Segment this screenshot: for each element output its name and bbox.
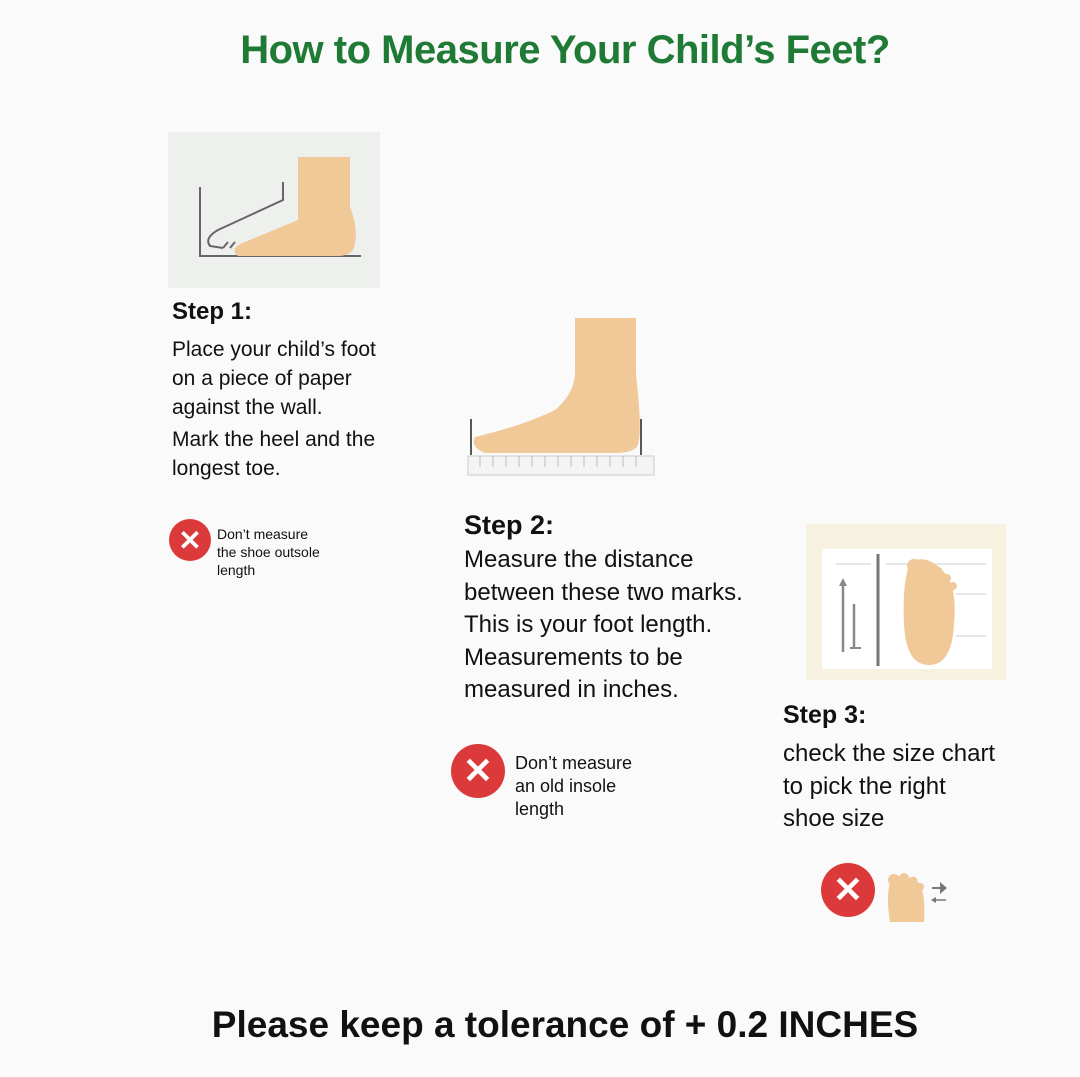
step1-instructions: Place your child’s foot on a piece of pa… xyxy=(172,335,376,483)
step1-heading: Step 1: xyxy=(172,298,253,325)
tolerance-note: Please keep a tolerance of + 0.2 INCHES xyxy=(211,1004,919,1045)
x-circle-icon: ✕ xyxy=(821,863,875,917)
step1-line: on a piece of paper xyxy=(172,367,352,390)
step3-size-chart-illustration xyxy=(806,524,1006,680)
warning-line: length xyxy=(515,799,565,819)
step2-line: measured in inches. xyxy=(464,676,679,703)
step2-line: Measurements to be xyxy=(464,643,683,671)
warning-outsole: Don’t measure the shoe outsole length xyxy=(217,525,320,579)
step3-heading: Step 3: xyxy=(783,701,867,729)
step3-line: shoe size xyxy=(783,805,885,832)
warning-line: length xyxy=(217,562,256,578)
step2-line: This is your foot length. xyxy=(464,611,713,638)
x-circle-icon: ✕ xyxy=(169,519,211,561)
step3-line: check the size chart xyxy=(783,740,996,767)
warning-line: an old insole xyxy=(515,776,617,796)
small-foot-arrows-icon xyxy=(888,873,947,922)
step2-line: Measure the distance xyxy=(464,546,694,573)
step1-line: Place your child’s foot xyxy=(172,338,376,361)
step3-instructions: check the size chart to pick the right s… xyxy=(783,738,995,836)
warning-line: the shoe outsole xyxy=(217,544,320,560)
step1-line: Mark the heel and the xyxy=(172,428,376,451)
step1-foot-wall-illustration xyxy=(168,132,380,288)
x-circle-icon: ✕ xyxy=(451,744,505,798)
warning-line: Don’t measure xyxy=(515,753,633,773)
page-title: How to Measure Your Child’s Feet? xyxy=(240,28,890,72)
warning-insole: Don’t measure an old insole length xyxy=(515,752,632,821)
step3-line: to pick the right xyxy=(783,772,946,800)
step1-line: longest toe. xyxy=(172,457,281,480)
step1-line: against the wall. xyxy=(172,396,323,419)
step2-instructions: Measure the distance between these two m… xyxy=(464,544,743,707)
warning-line: Don’t measure xyxy=(217,526,309,542)
step2-foot-ruler-illustration xyxy=(467,318,655,476)
step2-heading: Step 2: xyxy=(464,510,555,540)
step2-line: between these two marks. xyxy=(464,578,743,606)
